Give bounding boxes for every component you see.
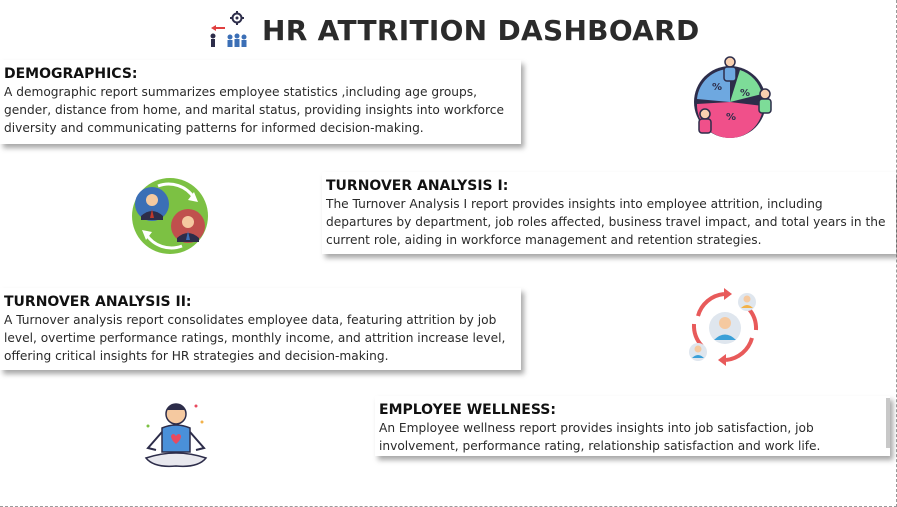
wellness-scrollbar[interactable]: [886, 398, 890, 448]
employee-exchange-icon: [132, 178, 208, 254]
turnover-analysis-1-description: The Turnover Analysis I report provides …: [326, 197, 886, 247]
demographics-description: A demographic report summarizes employee…: [4, 85, 504, 135]
employee-wellness-description: An Employee wellness report provides ins…: [379, 421, 821, 453]
turnover-analysis-2-card[interactable]: TURNOVER ANALYSIS II: A Turnover analysi…: [0, 288, 521, 370]
employee-wellness-heading: EMPLOYEE WELLNESS:: [379, 402, 556, 418]
svg-text:%: %: [740, 88, 750, 99]
demographics-pie-chart-icon: % % %: [694, 56, 772, 139]
employee-wellness-card[interactable]: EMPLOYEE WELLNESS: An Employee wellness …: [375, 396, 890, 456]
meditation-wellness-icon: [144, 403, 208, 468]
hr-team-icon: [210, 11, 247, 47]
demographics-heading: DEMOGRAPHICS:: [4, 66, 138, 82]
page-title: HR ATTRITION DASHBOARD: [262, 13, 700, 47]
svg-text:%: %: [726, 112, 736, 123]
turnover-analysis-1-heading: TURNOVER ANALYSIS I:: [326, 178, 509, 194]
employee-cycle-icon: [689, 288, 759, 366]
turnover-analysis-2-heading: TURNOVER ANALYSIS II:: [4, 294, 192, 310]
demographics-card[interactable]: DEMOGRAPHICS: A demographic report summa…: [0, 60, 521, 144]
svg-text:%: %: [712, 82, 722, 93]
header: HR ATTRITION DASHBOARD: [208, 10, 700, 50]
turnover-analysis-2-description: A Turnover analysis report consolidates …: [4, 313, 506, 363]
turnover-analysis-1-card[interactable]: TURNOVER ANALYSIS I: The Turnover Analys…: [322, 172, 896, 254]
